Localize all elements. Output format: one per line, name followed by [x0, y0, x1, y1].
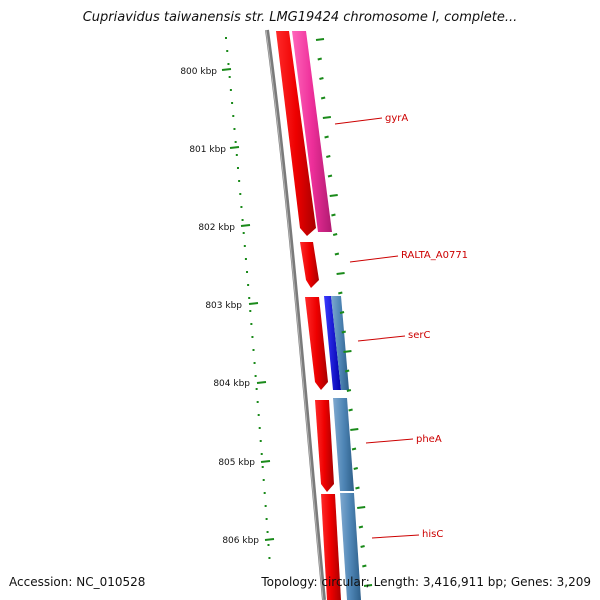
- outer-ruler-dash: [363, 584, 373, 587]
- outer-ruler-dash: [331, 213, 336, 217]
- outer-ruler-dash: [315, 38, 325, 41]
- gene-label-serC[interactable]: serC: [408, 330, 430, 341]
- leader-line-pheA: [365, 438, 414, 444]
- outer-ruler-dash: [319, 77, 324, 80]
- outer-ruler-dash: [324, 135, 329, 139]
- outer-ruler-dash: [326, 155, 331, 158]
- gene-arrow-hisC[interactable]: [321, 494, 341, 600]
- outer-ruler-dash: [350, 428, 359, 431]
- sequence-summary: Topology: circular; Length: 3,416,911 bp…: [261, 575, 591, 589]
- kbp-label: 803 kbp: [205, 301, 242, 311]
- sequence-backbone-highlight: [265, 29, 324, 600]
- outer-ruler-dash: [341, 330, 346, 334]
- gene-arrow-pheA[interactable]: [315, 400, 334, 492]
- gene-features: [276, 31, 361, 600]
- outer-ruler-dash: [343, 350, 352, 353]
- gene-arrow-gyrA[interactable]: [276, 31, 316, 236]
- gene-arrow-serC[interactable]: [305, 297, 328, 390]
- leader-line-gyrA: [334, 117, 383, 125]
- outer-ruler-dash: [358, 525, 364, 529]
- outer-ruler-dash: [344, 369, 350, 373]
- outer-ruler-dash: [351, 447, 357, 451]
- kbp-ticks: [221, 68, 275, 541]
- cds-bar-serC[interactable]: [331, 296, 349, 390]
- leader-line-serC: [357, 335, 406, 342]
- sequence-title: Cupriavidus taiwanensis str. LMG19424 ch…: [82, 10, 518, 25]
- outer-ruler: [315, 38, 373, 587]
- outer-ruler-dash: [357, 506, 366, 509]
- outer-ruler-dash: [322, 116, 331, 119]
- kbp-tick: [264, 538, 275, 541]
- kbp-tick: [221, 68, 232, 71]
- kbp-tick: [248, 302, 259, 305]
- kbp-label: 800 kbp: [180, 67, 217, 77]
- outer-ruler-dash: [334, 252, 340, 256]
- gene-label-RALTA_A0771[interactable]: RALTA_A0771: [401, 250, 468, 261]
- outer-ruler-dash: [332, 233, 338, 236]
- outer-ruler-dash: [353, 467, 358, 470]
- kbp-tick: [260, 460, 271, 463]
- outer-ruler-dash: [317, 57, 322, 61]
- gene-arrow-RALTA_A0771[interactable]: [300, 242, 319, 288]
- outer-ruler-dash: [339, 311, 345, 314]
- cds-bar-pheA[interactable]: [333, 398, 354, 491]
- kbp-label: 805 kbp: [218, 458, 255, 468]
- kbp-tick: [240, 224, 251, 227]
- gene-label-hisC[interactable]: hisC: [422, 529, 443, 540]
- kbp-tick: [229, 146, 240, 149]
- outer-ruler-dash: [355, 486, 360, 490]
- outer-ruler-dash: [320, 96, 326, 100]
- gene-labels: gyrA RALTA_A0771 serC pheA hisC: [334, 113, 468, 540]
- cds-bar-hisC[interactable]: [340, 493, 361, 600]
- accession-text: Accession: NC_010528: [9, 575, 146, 589]
- kbp-label: 806 kbp: [222, 536, 259, 546]
- sequence-backbone: [265, 29, 326, 600]
- outer-ruler-dash: [362, 564, 367, 568]
- leader-line-RALTA_A0771: [349, 255, 399, 263]
- kbp-tick: [256, 381, 267, 384]
- outer-ruler-dash: [348, 408, 353, 412]
- kbp-label: 801 kbp: [189, 145, 226, 155]
- cds-bar-gyrA[interactable]: [292, 31, 332, 232]
- outer-ruler-dash: [329, 194, 338, 197]
- outer-ruler-dash: [327, 174, 333, 178]
- gene-label-pheA[interactable]: pheA: [416, 434, 442, 445]
- kbp-label: 804 kbp: [213, 379, 250, 389]
- outer-ruler-dash: [346, 389, 352, 392]
- scale-ruler: [225, 37, 271, 559]
- outer-ruler-dash: [338, 291, 343, 295]
- leader-line-hisC: [371, 534, 420, 539]
- outer-ruler-dash: [360, 545, 365, 548]
- kbp-labels: 800 kbp 801 kbp 802 kbp 803 kbp 804 kbp …: [180, 67, 259, 546]
- gene-label-gyrA[interactable]: gyrA: [385, 113, 408, 124]
- kbp-label: 802 kbp: [198, 223, 235, 233]
- cds-bar-serC-blue[interactable]: [324, 296, 341, 390]
- outer-ruler-dash: [336, 272, 345, 275]
